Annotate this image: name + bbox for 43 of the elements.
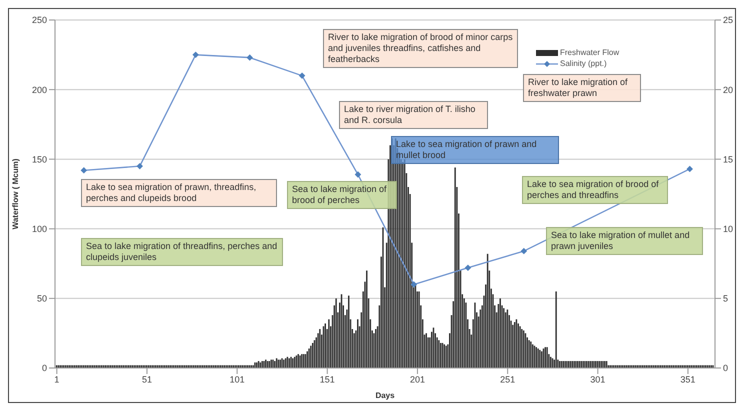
y-tick-label: 250: [32, 15, 47, 26]
y-axis-title: Waterflow ( Mcum): [10, 158, 20, 230]
point: [520, 248, 528, 254]
point: [136, 162, 143, 170]
x-tick-label: 201: [410, 374, 425, 384]
point: [464, 264, 472, 271]
annotation: Sea to lake migration of mullet and prawn juveniles: [546, 227, 703, 255]
y-tick-label: 50: [36, 294, 47, 304]
x-tick-label: 351: [680, 374, 696, 384]
y2-tick-label: 5: [723, 294, 728, 304]
annotation: River to lake migration of freshwater prawn: [523, 74, 641, 102]
x-tick-label: 151: [320, 374, 335, 384]
legend-label: Freshwater Flow: [560, 47, 620, 58]
annotation: Lake to sea migration of prawn and mullet brood: [391, 136, 559, 164]
y2-tick-label: 0: [723, 363, 728, 374]
y-tick-label: 0: [42, 363, 47, 374]
y2-tick-label: 10: [723, 224, 734, 234]
annotation: River to lake migration of brood of minor carps and juveniles threadfins, catfishes and featherbacks: [323, 29, 518, 68]
annotation: Lake to sea migration of brood of perches and threadfins: [522, 176, 668, 204]
y2-tick-label: 20: [723, 84, 734, 95]
annotation: Lake to river migration of T. ilisho and R. corsula: [339, 101, 488, 129]
point: [686, 166, 693, 172]
annotation: Sea to lake migration of threadfins, perches and clupeids juveniles: [81, 238, 283, 266]
x-tick-label: 51: [142, 374, 152, 384]
x-tick-label: 301: [590, 374, 606, 384]
x-axis-title: Days: [375, 391, 396, 400]
point: [192, 52, 199, 58]
y2-tick-label: 25: [723, 15, 734, 26]
y-tick-label: 100: [32, 224, 47, 234]
y-tick-label: 150: [32, 154, 47, 164]
x-tick-label: 251: [500, 374, 516, 384]
point: [354, 171, 362, 178]
point: [246, 54, 253, 61]
point: [410, 281, 418, 288]
annotation: Lake to sea migration of prawn, threadfins, perches and clupeids brood: [81, 179, 277, 207]
legend-label: Salinity (ppt.): [560, 58, 607, 69]
point: [298, 72, 306, 79]
y2-tick-label: 15: [723, 154, 734, 164]
y-tick-label: 200: [32, 84, 47, 95]
point: [80, 167, 88, 174]
x-tick-label: 1: [54, 374, 60, 384]
annotation: Sea to lake migration of brood of perches: [287, 181, 397, 209]
x-tick-label: 101: [230, 374, 245, 384]
